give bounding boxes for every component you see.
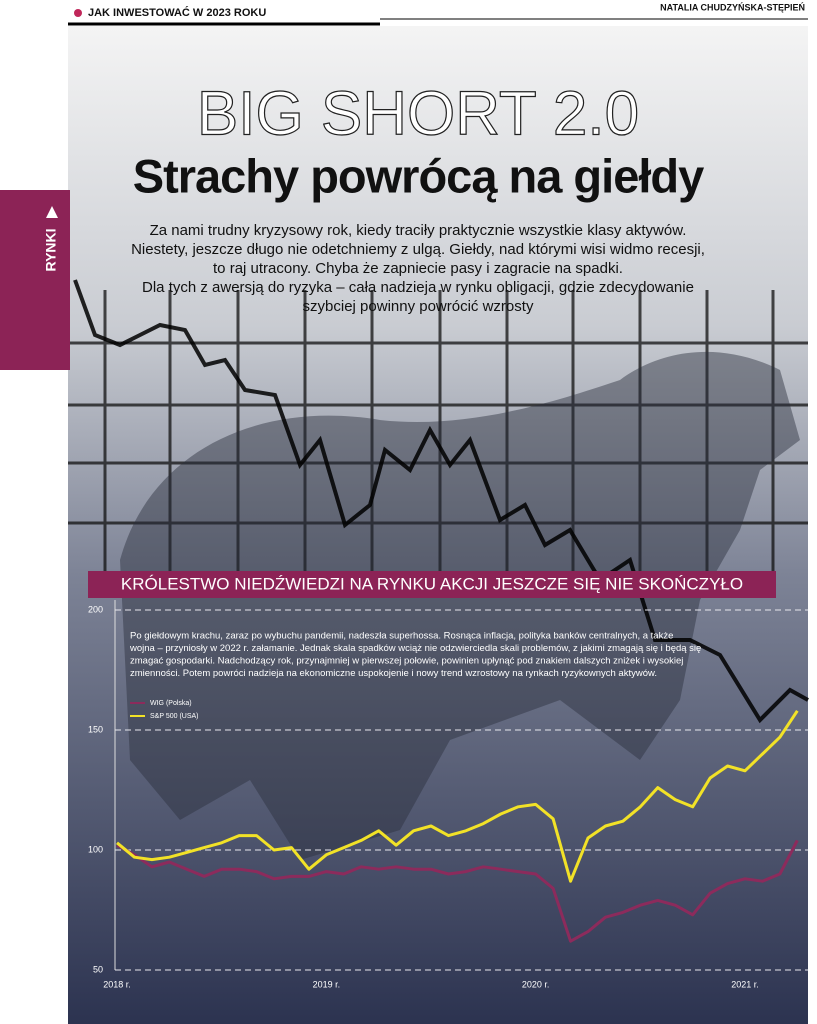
section-band	[88, 571, 776, 598]
x-tick-label: 2020 r.	[522, 979, 550, 989]
x-tick-label: 2021 r.	[731, 979, 759, 989]
background-photo	[68, 26, 808, 1024]
bear-silhouette	[120, 351, 800, 860]
tab-icon	[46, 206, 58, 218]
chart-text-line: zmienności. Potem powróci nadzieja na ek…	[130, 668, 657, 679]
header-dot	[74, 9, 82, 17]
headline: Strachy powrócą na giełdy	[133, 149, 704, 202]
header-section: JAK INWESTOWAĆ W 2023 ROKU	[88, 6, 266, 19]
lead-line: szybciej powinny powrócić wzrosty	[303, 298, 534, 315]
x-tick-label: 2019 r.	[313, 979, 341, 989]
header-author: NATALIA CHUDZYŃSKA-STĘPIEŃ	[660, 2, 805, 12]
section-heading: KRÓLESTWO NIEDŹWIEDZI NA RYNKU AKCJI JES…	[121, 574, 743, 593]
x-tick-label: 2018 r.	[103, 979, 131, 989]
side-tab-label: RYNKI	[43, 228, 59, 271]
kicker: BIG SHORT 2.0	[197, 79, 639, 148]
photo-line	[73, 279, 809, 724]
legend-label: S&P 500 (USA)	[150, 713, 199, 720]
y-tick-label: 150	[88, 724, 103, 734]
lead-line: Za nami trudny kryzysowy rok, kiedy trac…	[150, 222, 687, 239]
series-line	[116, 709, 799, 883]
legend-label: WIG (Polska)	[150, 700, 192, 707]
photo-grid	[68, 290, 808, 580]
y-tick-label: 100	[88, 844, 103, 854]
series-line	[116, 839, 799, 943]
chart-text-line: wojna – przyniosły w 2022 r. załamanie. …	[129, 643, 701, 654]
chart-text-line: Po giełdowym krachu, zaraz po wybuchu pa…	[130, 631, 673, 642]
y-tick-label: 200	[88, 604, 103, 614]
y-tick-label: 50	[93, 964, 103, 974]
lead-line: Niestety, jeszcze długo nie odetchniemy …	[131, 241, 705, 258]
side-tab	[0, 190, 70, 370]
chart-text-line: zmagać gospodarki. Nadchodzący rok, przy…	[130, 656, 683, 667]
lead-line: Dla tych z awersją do ryzyka – cała nadz…	[142, 279, 694, 296]
lead-line: to raj utracony. Chyba że zapniecie pasy…	[213, 260, 623, 277]
